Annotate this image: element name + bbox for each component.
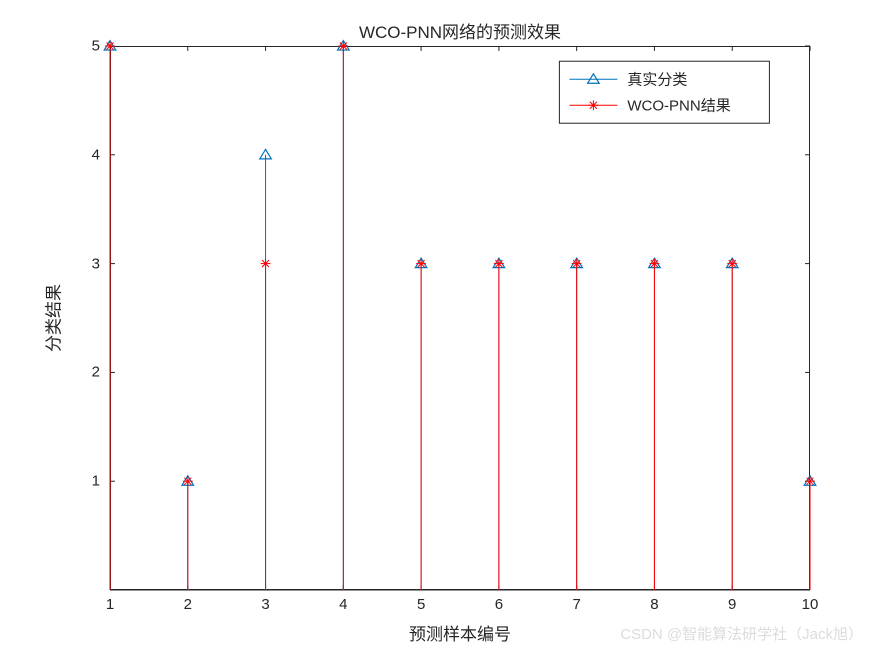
chart-title: WCO-PNN网络的预测效果 xyxy=(359,18,561,43)
x-axis-label: 预测样本编号 xyxy=(409,620,511,645)
legend-entry: WCO-PNN结果 xyxy=(627,95,730,116)
y-axis-label: 分类结果 xyxy=(40,284,65,352)
x-tick-label: 9 xyxy=(728,596,736,613)
x-tick-label: 4 xyxy=(339,596,347,613)
x-tick-label: 2 xyxy=(184,596,192,613)
x-tick-label: 5 xyxy=(417,596,425,613)
x-tick-label: 10 xyxy=(802,596,819,613)
legend-entry: 真实分类 xyxy=(627,69,687,90)
watermark: CSDN @智能算法研学社（Jack旭） xyxy=(620,623,863,644)
y-tick-label: 1 xyxy=(92,473,100,490)
plot-svg xyxy=(110,46,810,590)
x-tick-label: 3 xyxy=(261,596,269,613)
y-tick-label: 2 xyxy=(92,364,100,381)
x-tick-label: 8 xyxy=(650,596,658,613)
y-tick-label: 3 xyxy=(92,255,100,272)
plot-area xyxy=(110,46,810,590)
figure: WCO-PNN网络的预测效果 预测样本编号 分类结果 CSDN @智能算法研学社… xyxy=(0,0,875,656)
x-tick-label: 6 xyxy=(495,596,503,613)
x-tick-label: 1 xyxy=(106,596,114,613)
x-tick-label: 7 xyxy=(572,596,580,613)
y-tick-label: 4 xyxy=(92,146,100,163)
y-tick-label: 5 xyxy=(92,38,100,55)
